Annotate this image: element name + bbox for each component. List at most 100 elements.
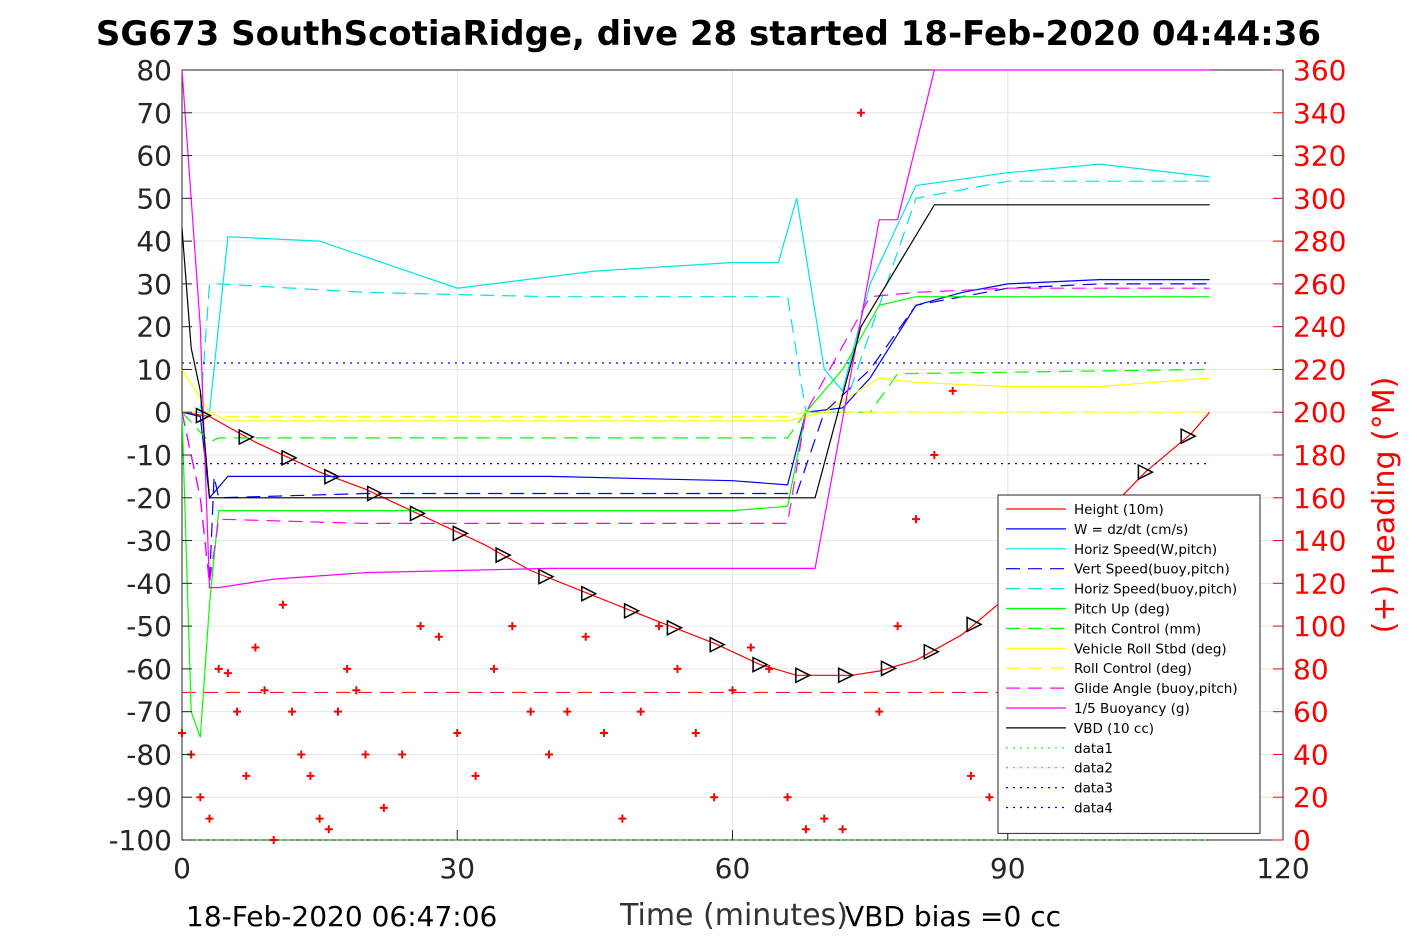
height-marker [709,636,726,653]
height-marker [666,619,684,636]
y-tick-label: 40 [136,225,172,258]
y-tick-label: 70 [136,97,172,130]
heading-point [214,664,223,673]
y-right-tick-label: 320 [1293,140,1346,173]
height-marker [880,660,898,677]
heading-point [820,814,829,823]
heading-point [710,793,719,802]
legend-entry: Pitch Up (deg) [1074,602,1170,618]
heading-point [269,836,278,844]
legend-entry: Roll Control (deg) [1074,661,1192,677]
y-right-tick-label: 220 [1293,353,1346,386]
y-tick-label: 20 [136,311,172,344]
x-tick-label: 120 [1256,852,1309,885]
height-marker [923,643,940,660]
y-right-tick-label: 40 [1293,738,1329,771]
heading-point [361,750,370,759]
heading-point [636,707,645,716]
x-tick-label: 60 [715,852,751,885]
heading-point [875,707,884,716]
series-line [181,283,1210,584]
y-right-tick-label: 300 [1293,182,1346,215]
heading-point [508,622,517,631]
heading-point [471,771,480,780]
heading-point [178,729,186,738]
y-right-tick-label: 120 [1293,567,1346,600]
height-marker [752,656,769,673]
heading-point [618,814,627,823]
heading-point [838,825,847,834]
footer-timestamp: 18-Feb-2020 06:47:06 [186,900,498,933]
heading-point [746,643,755,652]
heading-point [306,771,315,780]
y-tick-label: 30 [136,268,172,301]
heading-point [333,707,342,716]
legend-entry: Height (10m) [1074,502,1164,518]
heading-point [453,729,462,738]
legend-entry: data4 [1074,801,1113,817]
legend-entry: 1/5 Buoyancy (g) [1074,701,1190,717]
y-right-tick-label: 200 [1293,396,1346,429]
y-tick-label: 60 [136,140,172,173]
y-right-tick-label: 280 [1293,225,1346,258]
heading-point [967,771,976,780]
height-marker [238,428,255,446]
x-axis-label: Time (minutes) [619,898,848,933]
heading-point [893,622,902,631]
heading-point [526,707,535,716]
y-tick-label: -20 [126,482,172,515]
heading-point [242,771,251,780]
heading-point [343,664,352,673]
heading-point [251,643,260,652]
legend-entry: Horiz Speed(W,pitch) [1074,542,1217,558]
series-line [182,163,1210,413]
legend-entry: Vert Speed(buoy,pitch) [1074,562,1230,578]
x-tick-label: 30 [439,852,475,885]
heading-point [691,729,700,738]
y-right-tick-label: 60 [1293,696,1329,729]
legend-entry: Glide Angle (buoy,pitch) [1074,681,1238,697]
y-tick-label: -10 [126,439,172,472]
y-right-tick-label: 340 [1293,97,1346,130]
height-marker [452,525,469,542]
series-line [181,279,1210,500]
height-marker [366,485,384,502]
heading-point [223,669,232,678]
y-tick-label: -40 [126,567,172,600]
series-line [181,69,1210,589]
y-tick-label: -50 [126,610,172,643]
heading-point [288,707,297,716]
y-right-tick-label: 100 [1293,610,1346,643]
y-right-tick-label: 240 [1293,311,1346,344]
legend-box [997,494,1261,834]
y-right-tick-label: 360 [1293,54,1346,87]
x-tick-label: 90 [990,852,1026,885]
y-right-tick-label: 140 [1293,525,1346,558]
heading-point [948,386,957,395]
series-line [181,296,1210,738]
height-marker [281,449,298,467]
height-marker [1137,463,1155,481]
legend: Height (10m) W = dz/dt (cm/s) Horiz Speed(… [997,494,1261,834]
y-right-tick-label: 260 [1293,268,1346,301]
heading-point [315,814,324,823]
heading-point [600,729,609,738]
legend-entry: Vehicle Roll Stbd (deg) [1074,641,1227,657]
legend-entry: W = dz/dt (cm/s) [1074,522,1188,538]
legend-entry: Horiz Speed(buoy,pitch) [1074,582,1237,598]
heading-point [324,825,333,834]
heading-point [912,515,920,524]
heading-point [930,451,939,459]
heading-point [765,664,774,673]
y-tick-label: -70 [126,696,172,729]
y-tick-label: -90 [126,781,172,814]
chart-title: SG673 SouthScotiaRidge, dive 28 started … [95,14,1322,54]
series-line [181,369,1210,422]
heading-point [783,793,792,802]
y-tick-label: 10 [136,353,172,386]
heading-point [278,600,287,609]
series-line [181,204,1210,499]
height-marker [495,546,512,564]
legend-entry: data3 [1074,781,1113,797]
